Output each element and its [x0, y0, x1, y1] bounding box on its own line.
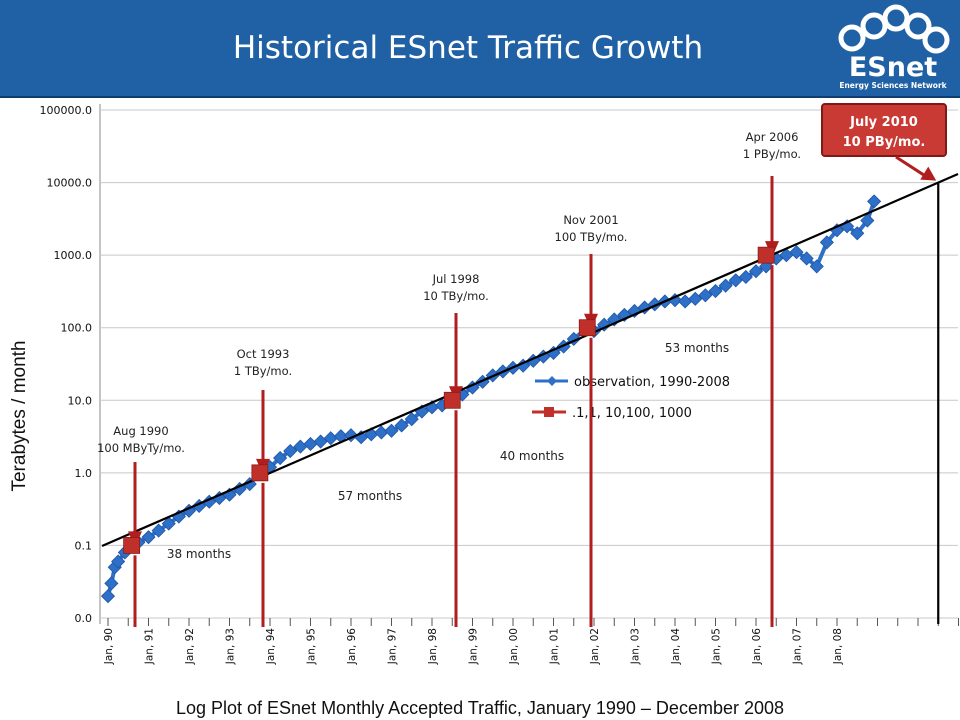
y-tick-label: 100000.0: [40, 104, 93, 117]
observation-point: [698, 288, 713, 303]
observation-point: [283, 443, 298, 459]
logo-tagline: Energy Sciences Network: [839, 81, 947, 90]
y-tick-label: 0.0: [75, 612, 93, 625]
milestone-label-date: Aug 1990: [113, 424, 168, 438]
milestone-marker: [757, 246, 775, 264]
x-axis-ticks: Jan, 90 Jan, 91 Jan, 92 Jan, 93 Jan, 94 Jan, …: [103, 618, 959, 665]
legend-entry-observation: observation, 1990-2008: [574, 375, 730, 390]
y-tick-label: 10000.0: [47, 177, 93, 190]
interval-label: 40 months: [500, 449, 564, 463]
y-tick-label: 100.0: [61, 322, 93, 335]
interval-label: 38 months: [167, 547, 231, 561]
figure-caption: Log Plot of ESnet Monthly Accepted Traff…: [175, 698, 785, 718]
observation-point: [141, 530, 156, 545]
x-tick-label: Jan, 98: [427, 628, 439, 665]
milestone-marker: [578, 319, 596, 337]
x-tick-label: Jan, 93: [225, 628, 237, 665]
y-tick-label: 0.1: [75, 539, 93, 552]
observation-point: [404, 412, 419, 427]
milestone-label-rate: 100 MByTy/mo.: [97, 441, 185, 455]
x-tick-label: Jan, 97: [387, 628, 399, 665]
y-tick-label: 1000.0: [54, 249, 93, 262]
observation-point: [867, 194, 882, 209]
legend-milestone-marker: [544, 407, 554, 417]
observation-point: [748, 264, 764, 279]
observation-point: [374, 425, 389, 440]
milestone-label-rate: 1 PBy/mo.: [743, 147, 801, 161]
projection-callout-box: [821, 103, 947, 157]
observation-point: [161, 516, 176, 531]
x-tick-label: Jan, 08: [832, 628, 844, 665]
observation-point: [151, 523, 166, 538]
observation-point: [718, 278, 733, 293]
observation-point: [303, 436, 318, 452]
observation-point: [708, 283, 723, 299]
y-tick-label: 10.0: [68, 394, 93, 407]
interval-label: 57 months: [338, 489, 402, 503]
observation-point: [819, 235, 834, 250]
observation-point: [850, 226, 865, 241]
x-tick-label: Jan, 06: [751, 628, 763, 666]
observation-point: [100, 589, 116, 604]
observation-point: [104, 576, 119, 591]
observation-point: [597, 317, 612, 332]
x-tick-label: Jan, 02: [589, 628, 601, 665]
milestone-label-date: Apr 2006: [746, 130, 799, 144]
observation-point: [678, 294, 693, 309]
milestone-label-rate: 1 TBy/mo.: [234, 364, 292, 378]
milestone-marker: [251, 464, 269, 482]
y-axis-ticks: 0.0 0.1 1.0 10.0 100.0 1000.0 10000.0 100000.0: [40, 104, 93, 625]
x-tick-label: Jan, 04: [670, 628, 682, 666]
y-tick-label: 1.0: [75, 467, 93, 480]
legend-observation-marker: [547, 376, 557, 386]
x-tick-label: Jan, 00: [508, 628, 520, 665]
observation-point: [860, 213, 875, 228]
y-axis-label: Terabytes / month: [9, 340, 30, 492]
observation-point: [738, 269, 753, 285]
milestone-marker: [443, 391, 461, 409]
observation-point: [384, 423, 399, 438]
chart-legend: observation, 1990-2008 .1,1, 10,100, 1000: [532, 375, 730, 421]
projection-arrow-head: [920, 166, 937, 181]
x-tick-label: Jan, 05: [711, 628, 723, 665]
observation-point: [394, 418, 409, 433]
projection-callout-date: July 2010: [849, 115, 918, 130]
x-tick-label: Jan, 96: [346, 628, 358, 666]
page-title: Historical ESnet Traffic Growth: [232, 30, 704, 66]
observation-point: [273, 450, 288, 466]
trend-line: [101, 172, 959, 548]
milestone-label-date: Oct 1993: [237, 347, 290, 361]
x-tick-label: Jan, 90: [103, 628, 115, 665]
interval-label: 53 months: [665, 341, 729, 355]
x-tick-label: Jan, 91: [144, 628, 156, 665]
x-tick-label: Jan, 01: [549, 628, 561, 665]
projection-arrow-shaft: [895, 155, 928, 178]
title-banner: Historical ESnet Traffic Growth ESnet En…: [0, 0, 960, 98]
legend-entry-milestone: .1,1, 10,100, 1000: [572, 406, 692, 421]
milestone-marker: [123, 537, 141, 554]
x-tick-label: Jan, 95: [306, 628, 318, 665]
x-tick-label: Jan, 07: [792, 628, 804, 665]
milestone-label-date: Nov 2001: [563, 213, 618, 227]
x-tick-label: Jan, 99: [468, 628, 480, 665]
x-tick-label: Jan, 94: [265, 628, 277, 666]
observation-point: [809, 259, 824, 274]
trend-line-group: [101, 172, 959, 624]
milestone-label-rate: 10 TBy/mo.: [423, 289, 489, 303]
observation-point: [688, 291, 703, 306]
observation-point: [799, 251, 814, 266]
chart-plot: 0.00.11.010.0100.01000.010000.0100000.0 …: [40, 103, 959, 665]
logo-wordmark: ESnet: [849, 52, 937, 83]
milestone-annotations: Aug 1990 100 MByTy/mo. Oct 1993 1 TBy/mo. Ju…: [97, 103, 947, 627]
observation-point: [111, 554, 126, 569]
esnet-logo: ESnet Energy Sciences Network: [838, 4, 950, 90]
milestone-label-date: Jul 1998: [432, 272, 480, 286]
x-tick-label: Jan, 03: [630, 628, 642, 665]
milestone-label-rate: 100 TBy/mo.: [555, 230, 628, 244]
observation-series: [100, 194, 882, 604]
projection-callout-rate: 10 PBy/mo.: [843, 135, 926, 150]
chart-gridlines: [99, 104, 958, 624]
x-tick-label: Jan, 92: [184, 628, 196, 665]
observation-point: [789, 245, 804, 260]
